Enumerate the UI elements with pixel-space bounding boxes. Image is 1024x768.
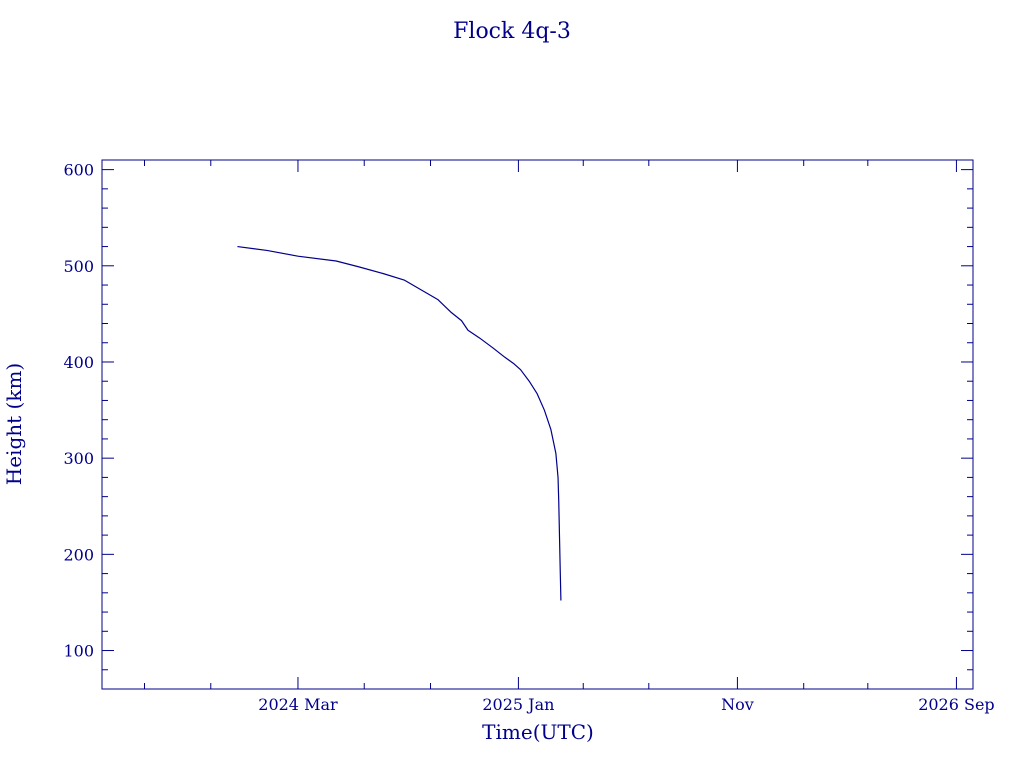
x-axis-minor-ticks [144,160,869,689]
x-tick-label-2: Nov [721,695,754,714]
x-tick-label-1: 2025 Jan [482,695,554,714]
chart-title: Flock 4q-3 [453,19,571,44]
y-tick-label-600: 600 [63,161,94,180]
x-axis-label: Time(UTC) [482,720,594,744]
x-tick-label-3: 2026 Sep [918,695,994,714]
y-tick-label-200: 200 [63,545,94,564]
series-line-0 [237,245,562,601]
y-axis-minor-ticks [102,188,973,690]
y-tick-label-400: 400 [63,353,94,372]
x-axis-ticks: 2024 Mar 2025 Jan Nov 2026 Sep [258,160,995,714]
y-axis-ticks: 100 200 300 400 500 600 [63,161,973,661]
y-tick-label-300: 300 [63,449,94,468]
y-tick-label-100: 100 [63,642,94,661]
x-tick-label-0: 2024 Mar [258,695,338,714]
plot-area-frame [101,159,974,690]
series-layer [237,245,562,601]
y-axis-label: Height (km) [2,363,26,485]
y-tick-label-500: 500 [63,257,94,276]
